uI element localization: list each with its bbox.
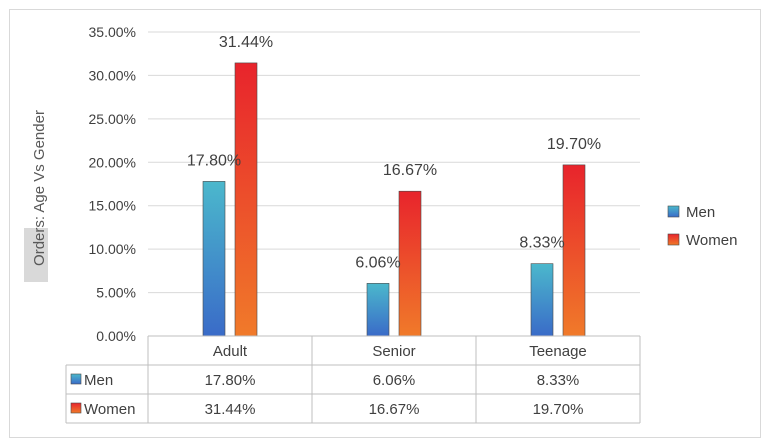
y-tick-label: 5.00% [96,285,136,301]
legend-label: Women [686,232,737,249]
data-label: 6.06% [355,254,400,271]
y-axis-label: Orders: Age Vs Gender [31,110,48,266]
grid-lines [148,31,640,337]
data-label: 8.33% [519,235,564,252]
data-label: 17.80% [187,152,241,169]
data-labels: 17.80% 31.44% 6.06% 16.67% 8.33% 19.70% [187,34,601,271]
bar-men [530,263,554,337]
data-label: 16.67% [383,162,437,179]
legend-label: Men [686,204,715,221]
y-tick-label: 20.00% [89,154,136,170]
category-label: Teenage [529,343,587,360]
table-series-name: Women [84,401,135,418]
bar-women [398,190,422,337]
category-label: Senior [372,343,415,360]
data-table: Adult Senior Teenage Men 17.80% 6.06% 8.33% Wom… [65,335,641,424]
legend-swatch-women [667,233,680,246]
y-tick-label: 25.00% [89,111,136,127]
y-tick-label: 10.00% [89,241,136,257]
chart-frame [9,9,761,438]
y-tick-label: 15.00% [89,198,136,214]
y-tick-labels: 0.00% 5.00% 10.00% 15.00% 20.00% 25.00% 30.00%… [89,24,136,344]
data-label: 31.44% [219,34,273,51]
legend: Men Women [667,204,737,249]
y-tick-label: 35.00% [89,24,136,40]
table-cell: 6.06% [373,372,416,389]
bar-women [562,164,586,337]
ylabel-background [24,228,48,282]
bar-men [202,181,226,337]
bars [202,62,586,337]
table-cell: 31.44% [205,401,256,418]
table-swatch-men [70,373,82,385]
table-swatch-women [70,402,82,414]
legend-swatch-men [667,205,680,218]
table-cell: 19.70% [533,401,584,418]
y-tick-label: 30.00% [89,67,136,83]
table-cell: 17.80% [205,372,256,389]
table-cell: 16.67% [369,401,420,418]
y-tick-label: 0.00% [96,328,136,344]
table-cell: 8.33% [537,372,580,389]
bar-women [234,62,258,337]
bar-men [366,283,390,337]
category-label: Adult [213,343,248,360]
table-series-name: Men [84,372,113,389]
data-label: 19.70% [547,136,601,153]
